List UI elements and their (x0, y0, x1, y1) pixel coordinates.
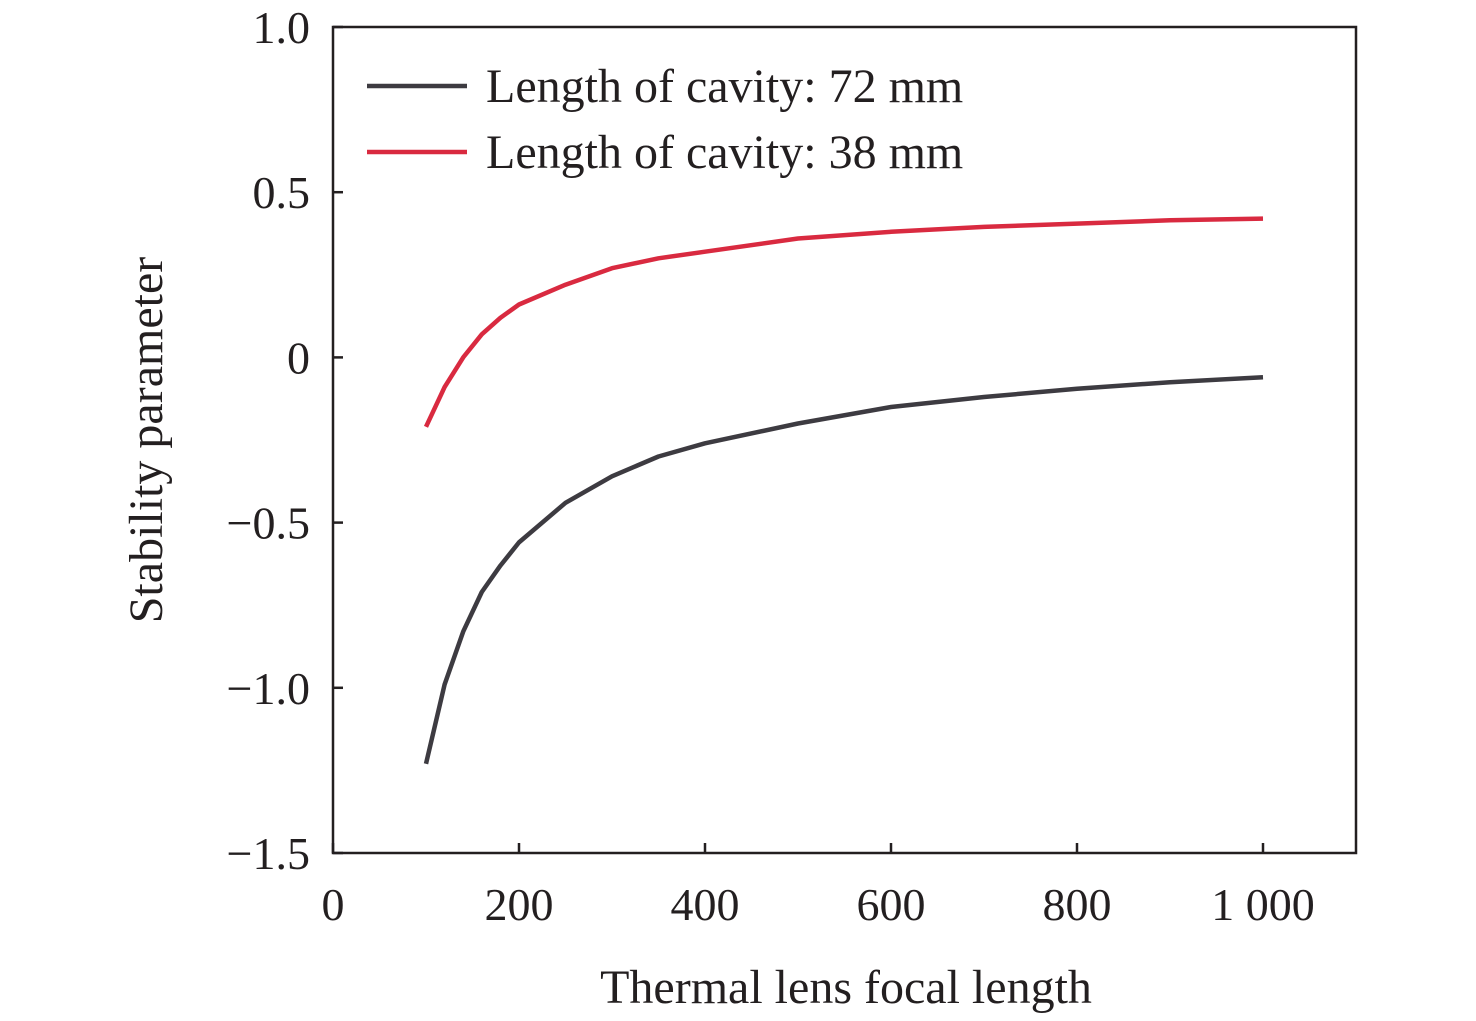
x-tick-label: 200 (485, 879, 554, 930)
x-axis: 0 200 400 600 800 1 000 (322, 843, 1315, 930)
plot-frame (331, 25, 1358, 855)
legend-label: Length of cavity: 72 mm (486, 60, 963, 113)
y-tick-label: 1.0 (253, 2, 311, 53)
series-line-0 (423, 374, 1264, 765)
x-tick-label: 800 (1043, 879, 1112, 930)
x-tick-label: 0 (322, 879, 345, 930)
series-layer (423, 216, 1264, 765)
x-tick-label: 600 (857, 879, 926, 930)
y-tick-label: −1.5 (227, 828, 310, 879)
x-axis-title: Thermal lens focal length (600, 961, 1092, 1014)
series-line-1 (423, 216, 1264, 428)
x-tick-label: 400 (671, 879, 740, 930)
legend-label: Length of cavity: 38 mm (486, 126, 963, 179)
y-axis-title: Stability parameter (120, 257, 173, 624)
y-tick-label: 0 (287, 332, 310, 383)
y-tick-label: −1.0 (227, 663, 310, 714)
x-tick-label: 1 000 (1211, 879, 1315, 930)
y-tick-label: −0.5 (227, 498, 310, 549)
y-axis: −1.5 −1.0 −0.5 0 0.5 1.0 (227, 2, 343, 879)
legend: Length of cavity: 72 mm Length of cavity:… (367, 60, 963, 179)
y-tick-label: 0.5 (253, 167, 311, 218)
